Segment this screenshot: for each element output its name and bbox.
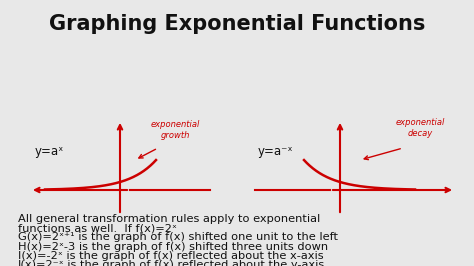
- Text: G(x)=2ˣ⁺¹ is the graph of f(x) shifted one unit to the left: G(x)=2ˣ⁺¹ is the graph of f(x) shifted o…: [18, 232, 338, 242]
- Text: functions as well.  If f(x)=2ˣ: functions as well. If f(x)=2ˣ: [18, 223, 177, 233]
- Text: exponential
growth: exponential growth: [150, 120, 200, 140]
- Text: Graphing Exponential Functions: Graphing Exponential Functions: [49, 14, 425, 34]
- Text: J(x)=2⁻ˣ is the graph of f(x) reflected about the y-axis: J(x)=2⁻ˣ is the graph of f(x) reflected …: [18, 260, 325, 266]
- Text: y=aˣ: y=aˣ: [35, 146, 64, 159]
- Text: H(x)=2ˣ-3 is the graph of f(x) shifted three units down: H(x)=2ˣ-3 is the graph of f(x) shifted t…: [18, 242, 328, 252]
- Text: exponential
decay: exponential decay: [395, 118, 445, 138]
- Text: y=a⁻ˣ: y=a⁻ˣ: [258, 146, 293, 159]
- Text: I(x)=-2ˣ is the graph of f(x) reflected about the x-axis: I(x)=-2ˣ is the graph of f(x) reflected …: [18, 251, 324, 261]
- Text: All general transformation rules apply to exponential: All general transformation rules apply t…: [18, 214, 320, 224]
